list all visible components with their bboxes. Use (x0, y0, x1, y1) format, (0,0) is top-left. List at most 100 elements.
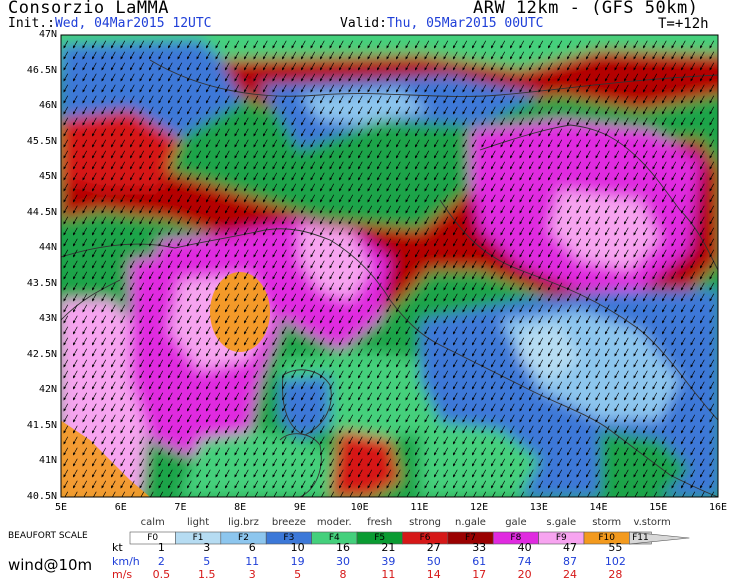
wind-arrow (557, 95, 563, 104)
wind-arrow (472, 51, 477, 60)
wind-arrow (63, 95, 69, 104)
wind-arrow (329, 40, 335, 49)
wind-arrow (101, 106, 107, 115)
wind-arrow (500, 95, 506, 104)
wind-arrow (92, 106, 97, 115)
wind-arrow (139, 84, 145, 93)
wind-arrow (120, 84, 126, 93)
wind-arrow (690, 62, 696, 71)
wind-arrow (576, 95, 582, 104)
wind-arrow (405, 84, 411, 93)
wind-arrow (158, 95, 164, 104)
wind-arrow (415, 51, 420, 60)
wind-arrow (415, 95, 420, 104)
wind-arrow (557, 40, 563, 49)
wind-arrow (120, 95, 126, 104)
beaufort-code: F5 (374, 533, 386, 543)
wind-arrow (500, 40, 506, 49)
wind-arrow (92, 84, 97, 93)
wind-arrow (681, 95, 686, 104)
beaufort-code: F4 (328, 533, 340, 543)
wind-arrow (538, 51, 544, 60)
wind-arrow (633, 95, 639, 104)
variable-label: wind@10m (8, 556, 93, 574)
wind-arrow (491, 40, 496, 49)
wind-arrow (149, 84, 154, 93)
wind-arrow (272, 84, 278, 93)
wind-arrow (149, 73, 154, 82)
wind-arrow (82, 95, 88, 104)
wind-arrow (263, 73, 268, 82)
wind-arrow (700, 73, 705, 82)
wind-arrow (263, 51, 268, 60)
wind-arrow (225, 106, 230, 115)
wind-arrow (462, 73, 468, 82)
wind-arrow (567, 40, 572, 49)
wind-arrow (234, 84, 240, 93)
wind-arrow (158, 62, 164, 71)
wind-arrow (462, 95, 468, 104)
scale-value-kt: 16 (336, 541, 350, 554)
wind-arrows (63, 40, 715, 497)
wind-arrow (415, 40, 420, 49)
scale-value-kmh: 5 (203, 555, 211, 568)
wind-arrow (320, 95, 325, 104)
wind-arrow (681, 73, 686, 82)
wind-arrow (434, 73, 439, 82)
wind-arrow (586, 95, 591, 104)
wind-arrow (225, 51, 230, 60)
wind-arrow (187, 51, 192, 60)
wind-arrow (301, 84, 306, 93)
wind-arrow (500, 73, 506, 82)
wind-arrow (415, 84, 420, 93)
wind-arrow (253, 73, 259, 82)
wind-arrow (538, 84, 544, 93)
wind-arrow (358, 51, 363, 60)
wind-arrow (82, 51, 88, 60)
wind-arrow (434, 95, 439, 104)
beaufort-class-name: n.gale (455, 517, 486, 528)
wind-arrow (548, 51, 553, 60)
wind-arrow (139, 40, 145, 49)
wind-arrow (120, 73, 126, 82)
wind-arrow (519, 95, 525, 104)
wind-arrow (120, 40, 126, 49)
wind-arrow (443, 62, 449, 71)
wind-arrow (424, 51, 430, 60)
valid-label: Valid: (340, 16, 387, 31)
wind-arrow (538, 73, 544, 82)
wind-arrow (453, 62, 458, 71)
beaufort-code: F3 (283, 533, 295, 543)
wind-arrow (557, 84, 563, 93)
wind-arrow (595, 62, 601, 71)
lon-tick: 16E (708, 502, 728, 513)
wind-arrow (643, 62, 648, 71)
wind-arrow (367, 62, 373, 71)
wind-arrow (63, 62, 69, 71)
wind-arrow (177, 62, 183, 71)
wind-arrow (709, 51, 715, 60)
scale-value-kmh: 39 (381, 555, 396, 568)
wind-arrow (168, 95, 173, 104)
scale-value-ms: 20 (517, 568, 532, 581)
wind-arrow (576, 40, 582, 49)
wind-arrow (206, 51, 211, 60)
wind-arrow (272, 73, 278, 82)
wind-arrow (301, 73, 306, 82)
wind-arrow (624, 73, 629, 82)
wind-arrow (253, 106, 259, 115)
wind-arrow (576, 62, 582, 71)
wind-arrow (481, 40, 487, 49)
wind-arrow (557, 73, 563, 82)
wind-arrow (491, 95, 496, 104)
wind-arrow (472, 84, 477, 93)
wind-arrow (253, 40, 259, 49)
wind-arrow (263, 62, 268, 71)
wind-arrow (234, 40, 240, 49)
wind-arrow (282, 84, 287, 93)
wind-arrow (595, 40, 601, 49)
wind-arrow (358, 95, 363, 104)
wind-arrow (567, 51, 572, 60)
wind-arrow (196, 106, 202, 115)
